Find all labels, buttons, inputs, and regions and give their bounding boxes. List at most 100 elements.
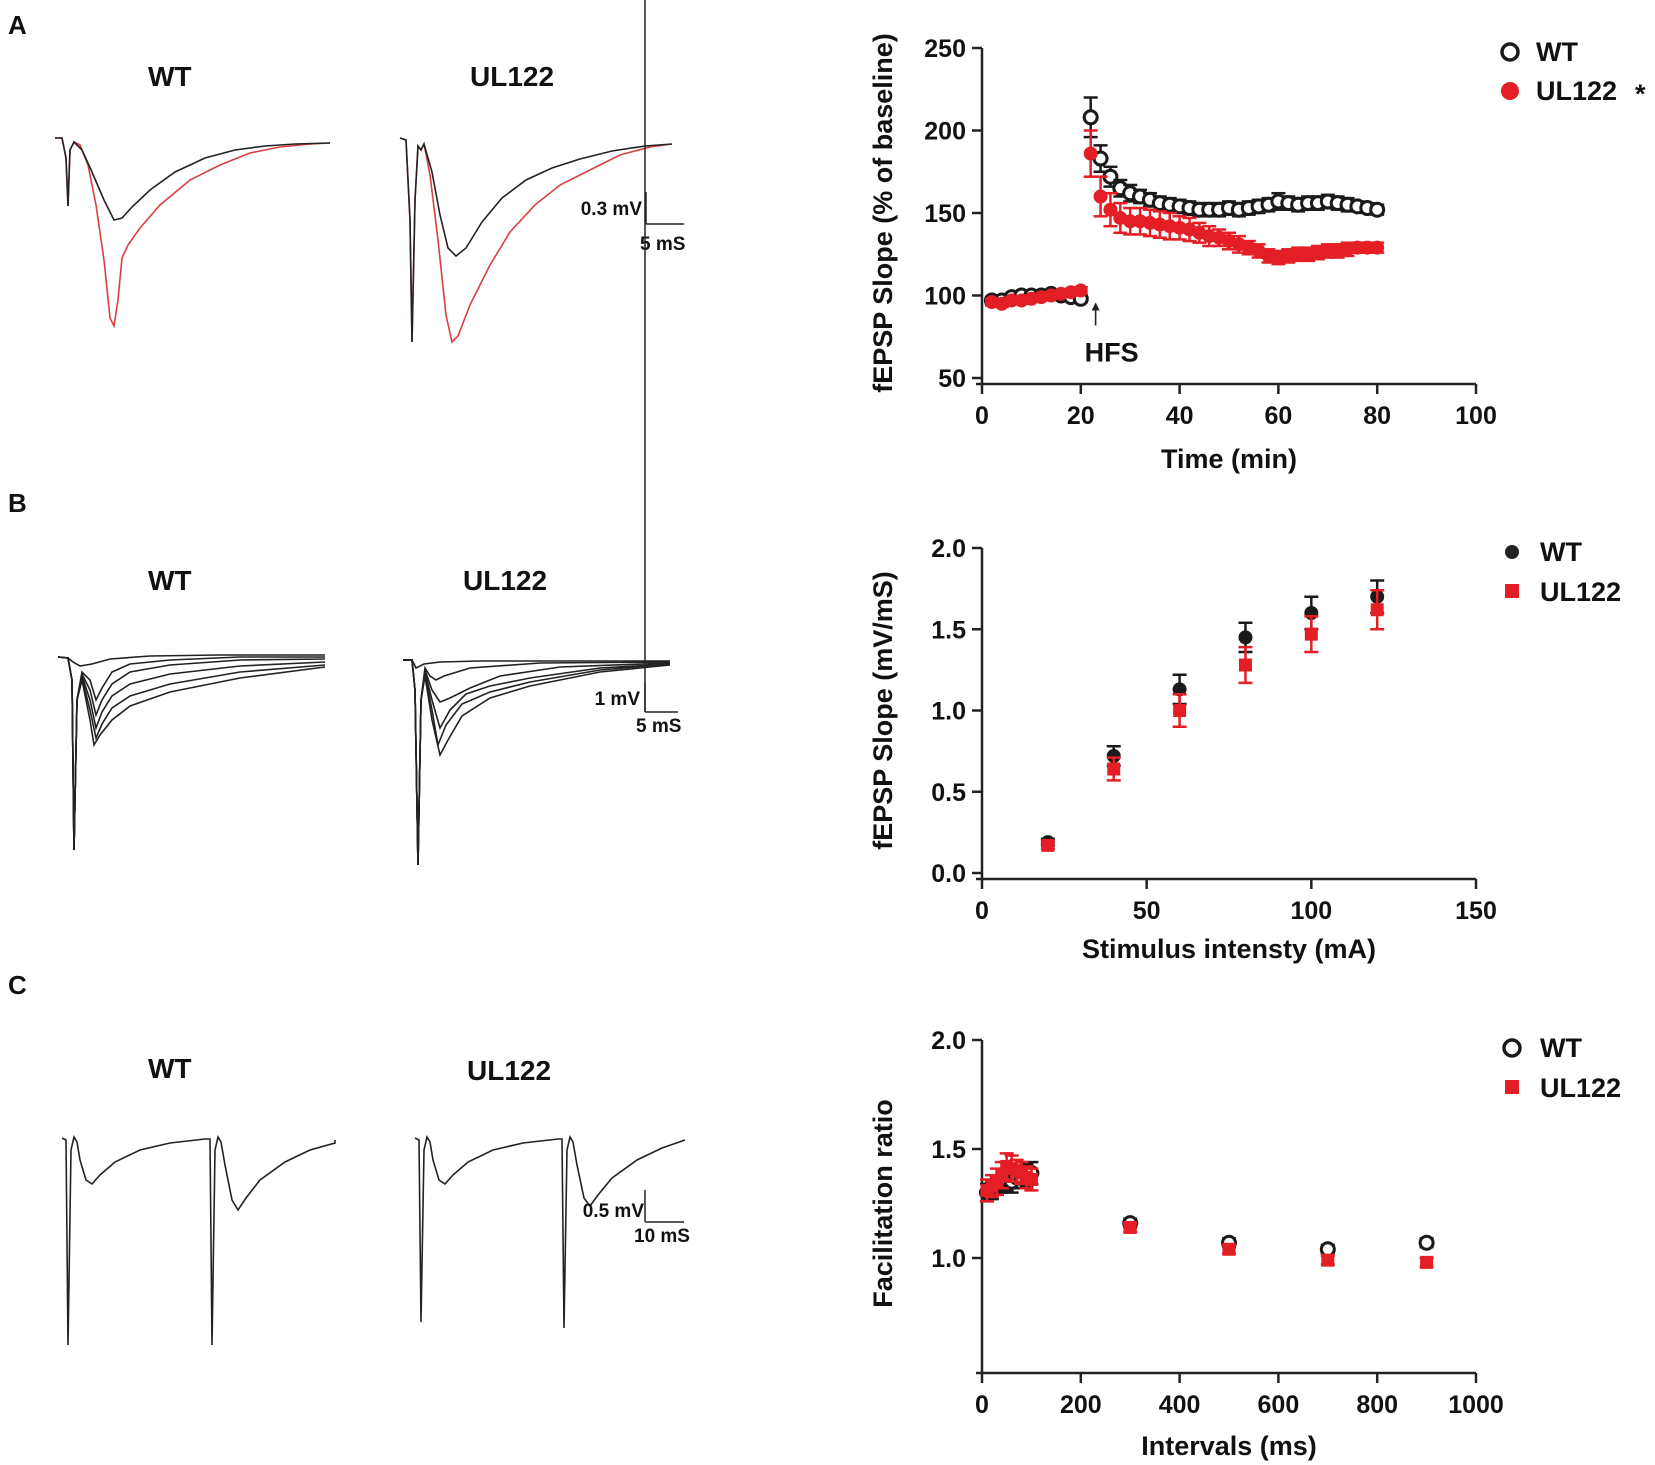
chart-io: 0 50 100 150 0.0 0.5 1.0 1.5 2.0 Stimulus intenst… [868, 535, 1497, 964]
trace-c-ul122 [414, 1134, 686, 1329]
x-tick-label: 100 [1455, 402, 1497, 430]
scale-label-a-vertical: 0.3 mV [581, 199, 643, 220]
x-tick-label: 400 [1159, 1391, 1201, 1419]
x-tick-label: 0 [975, 402, 989, 430]
x-tick-label: 60 [1264, 402, 1292, 430]
legend-label-ul122: UL122 [1536, 76, 1617, 106]
scale-label-b-horizontal: 5 mS [636, 716, 681, 737]
panel-label-a: A [8, 10, 27, 40]
significance-star: * [1635, 79, 1646, 109]
scale-label-b-vertical: 1 mV [595, 689, 641, 710]
legend-marker-wt [1500, 42, 1520, 62]
x-tick-label: 80 [1363, 402, 1391, 430]
data-point-ul122 [1420, 1255, 1434, 1269]
data-point-ul122 [1073, 283, 1088, 298]
legend-marker-ul122 [1501, 82, 1519, 100]
x-tick-label: 40 [1166, 402, 1194, 430]
y-tick-label: 1.0 [931, 698, 966, 726]
y-tick-label: 200 [924, 118, 966, 146]
x-tick-label: 800 [1356, 1391, 1398, 1419]
hfs-arrowhead [1091, 302, 1100, 311]
data-point-ul122 [1304, 627, 1318, 641]
data-point-ul122 [1370, 240, 1385, 255]
data-point-ul122 [1103, 202, 1118, 217]
legend-label-ul122: UL122 [1540, 577, 1621, 607]
data-point-ul122 [1024, 1173, 1038, 1187]
legend-marker-wt [1502, 1038, 1522, 1058]
scale-bar-c: 0.5 mV 10 mS [583, 1190, 690, 1247]
data-point-ul122 [1107, 762, 1121, 776]
trace-a-ul122 [399, 137, 673, 344]
y-tick-label: 150 [924, 200, 966, 228]
chart-ltp: 0 20 40 60 80 100 50 100 150 200 250 Time (min) fEPS… [868, 33, 1497, 474]
trace-b-ul122 [403, 659, 671, 866]
hfs-label: HFS [1085, 338, 1139, 368]
legend-marker-wt [1505, 545, 1519, 559]
y-axis-title: fEPSP Slope (mV/mS) [868, 571, 898, 850]
panel-label-b: B [8, 488, 27, 518]
data-point-ul122 [1173, 704, 1187, 717]
trace-title-c-ul122: UL122 [467, 1055, 551, 1086]
y-tick-label: 2.0 [931, 535, 966, 563]
trace-title-b-wt: WT [148, 565, 192, 596]
legend-ltp: WT UL122 * [1500, 37, 1646, 109]
y-tick-label: 1.5 [931, 616, 966, 644]
trace-c-wt [61, 1134, 336, 1346]
x-tick-label: 0 [975, 897, 989, 925]
x-tick-label: 100 [1290, 897, 1332, 925]
y-tick-label: 250 [924, 35, 966, 63]
data-point-ul122 [1041, 838, 1055, 852]
data-point-ul122 [1321, 1253, 1335, 1267]
trace-b-wt [57, 654, 326, 851]
legend-label-wt: WT [1540, 537, 1582, 567]
y-tick-label: 1.0 [931, 1245, 966, 1273]
x-tick-label: 20 [1067, 402, 1095, 430]
x-tick-label: 200 [1060, 1391, 1102, 1419]
trace-title-a-ul122: UL122 [470, 61, 554, 92]
y-tick-label: 0.5 [931, 779, 966, 807]
chart-ppf: 0 200 400 600 800 1000 1.0 1.5 2.0 Intervals (ms)… [868, 1027, 1504, 1461]
scale-label-c-horizontal: 10 mS [634, 1226, 690, 1247]
y-axis-title: Facilitation ratio [868, 1099, 898, 1308]
x-tick-label: 600 [1258, 1391, 1300, 1419]
x-tick-label: 0 [975, 1391, 989, 1419]
legend-ppf: WT UL122 [1502, 1033, 1621, 1103]
scale-label-a-horizontal: 5 mS [640, 234, 685, 255]
data-point-ul122 [1370, 603, 1384, 617]
legend-label-ul122: UL122 [1540, 1073, 1621, 1103]
x-axis-title: Intervals (ms) [1141, 1431, 1317, 1461]
legend-marker-ul122 [1505, 584, 1519, 598]
panel-label-c: C [8, 970, 27, 1000]
y-tick-label: 50 [938, 365, 966, 393]
data-point-wt [1418, 1234, 1435, 1251]
data-point-wt [1238, 630, 1253, 645]
legend-io: WT UL122 [1505, 537, 1621, 607]
data-point-ul122 [1123, 1220, 1137, 1234]
x-tick-label: 50 [1133, 897, 1161, 925]
trace-title-a-wt: WT [148, 61, 192, 92]
data-point-wt [1082, 109, 1099, 126]
legend-label-wt: WT [1536, 37, 1578, 67]
scale-bar-b: 1 mV 5 mS [595, 0, 681, 737]
y-tick-label: 100 [924, 283, 966, 311]
scale-bar-a: 0.3 mV 5 mS [581, 192, 685, 255]
trace-title-c-wt: WT [148, 1053, 192, 1084]
scale-label-c-vertical: 0.5 mV [583, 1201, 645, 1222]
legend-label-wt: WT [1540, 1033, 1582, 1063]
x-tick-label: 1000 [1448, 1391, 1504, 1419]
data-point-ul122 [1222, 1242, 1236, 1256]
x-tick-label: 150 [1455, 897, 1497, 925]
trace-title-b-ul122: UL122 [463, 565, 547, 596]
data-point-ul122 [1238, 658, 1252, 672]
y-axis-title: fEPSP Slope (% of baseline) [868, 33, 898, 393]
data-point-wt [1369, 201, 1386, 218]
y-tick-label: 1.5 [931, 1136, 966, 1164]
x-axis-title: Stimulus intensty (mA) [1082, 934, 1376, 964]
y-tick-label: 2.0 [931, 1027, 966, 1055]
y-tick-label: 0.0 [931, 860, 966, 888]
trace-a-wt [55, 137, 331, 329]
x-axis-title: Time (min) [1161, 444, 1297, 474]
legend-marker-ul122 [1505, 1080, 1519, 1094]
data-point-ul122 [1083, 146, 1098, 161]
